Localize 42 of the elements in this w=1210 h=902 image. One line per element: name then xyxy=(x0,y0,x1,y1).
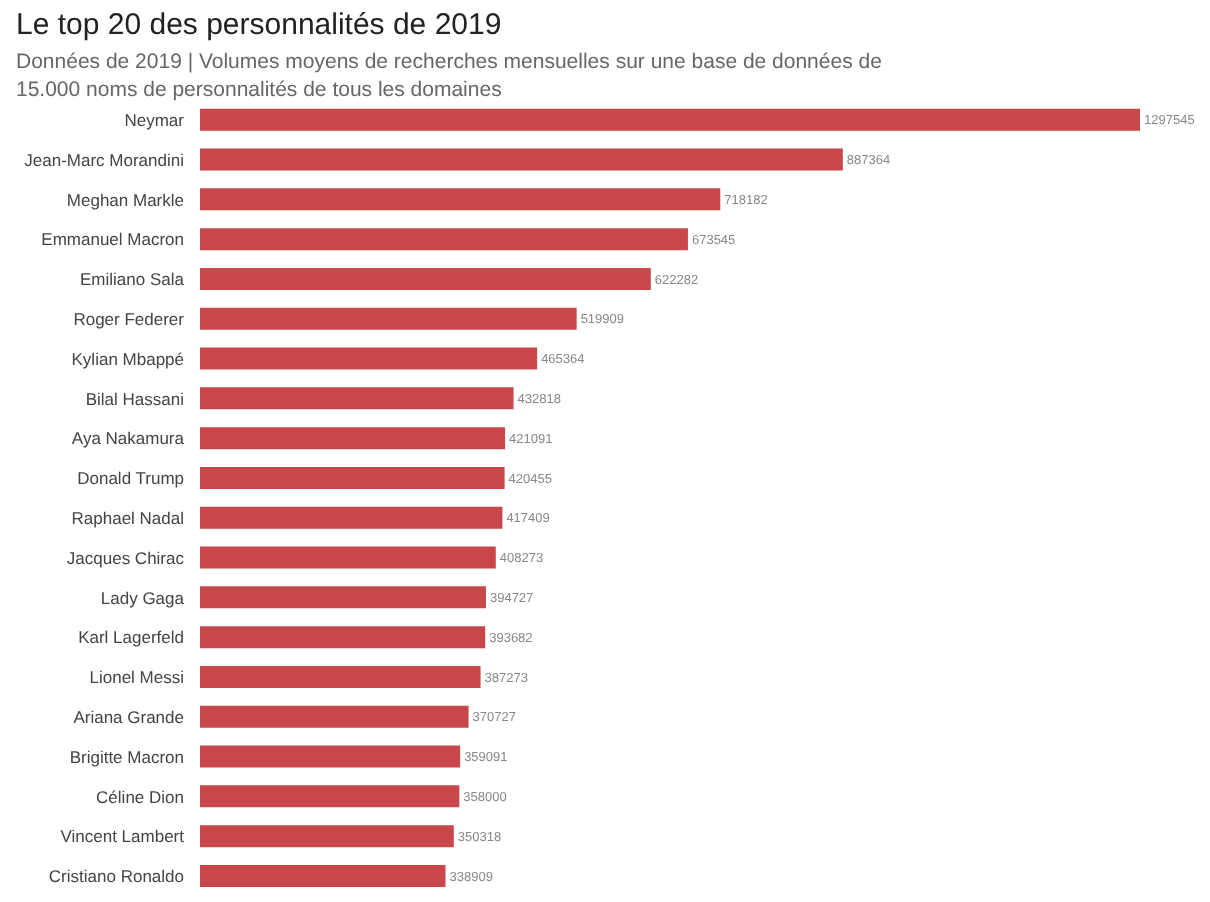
bar xyxy=(200,745,461,768)
y-tick-label: Jacques Chirac xyxy=(66,547,186,568)
bar xyxy=(200,466,505,489)
bar xyxy=(200,665,481,688)
bar xyxy=(200,267,651,290)
y-tick-label: Brigitte Macron xyxy=(69,746,185,767)
y-tick-label: Vincent Lambert xyxy=(60,826,186,847)
chart-title: Le top 20 des personnalités de 2019 xyxy=(16,8,502,42)
y-tick-label: Karl Lagerfeld xyxy=(78,627,185,648)
y-tick-label: Céline Dion xyxy=(96,786,185,807)
y-tick-label: Raphael Nadal xyxy=(71,507,185,528)
y-tick-label: Aya Nakamura xyxy=(71,428,185,449)
bar xyxy=(200,307,577,330)
bar xyxy=(200,387,514,410)
y-tick-label: Emmanuel Macron xyxy=(41,229,185,250)
y-tick-label: Lionel Messi xyxy=(89,667,185,688)
y-tick-label: Jean-Marc Morandini xyxy=(24,149,185,170)
bar xyxy=(200,347,538,370)
chart-subtitle: Données de 2019 | Volumes moyens de recherches mensuelles sur une base de données de 15.000 noms de personnalités de tous les domaines xyxy=(16,48,884,104)
bar xyxy=(200,188,721,211)
bar xyxy=(200,427,506,450)
y-tick-label: Lady Gaga xyxy=(100,587,185,608)
y-tick-label: Kylian Mbappé xyxy=(71,348,185,369)
bar xyxy=(200,864,446,887)
y-tick-label: Bilal Hassani xyxy=(85,388,185,409)
bar xyxy=(200,586,486,609)
bar xyxy=(200,626,486,649)
y-tick-label: Roger Federer xyxy=(73,308,185,329)
bar xyxy=(200,546,496,569)
bar xyxy=(200,108,1140,131)
y-tick-label: Emiliano Sala xyxy=(80,269,185,290)
bar xyxy=(200,506,503,529)
bar xyxy=(200,785,460,808)
y-tick-label: Neymar xyxy=(124,109,185,130)
y-tick-label: Ariana Grande xyxy=(73,706,185,727)
bar xyxy=(200,705,469,728)
y-tick-label: Donald Trump xyxy=(77,468,185,489)
bar xyxy=(200,825,454,848)
bar xyxy=(200,148,843,171)
y-tick-label: Meghan Markle xyxy=(66,189,185,210)
bar xyxy=(200,228,688,251)
y-tick-label: Cristiano Ronaldo xyxy=(48,866,185,887)
